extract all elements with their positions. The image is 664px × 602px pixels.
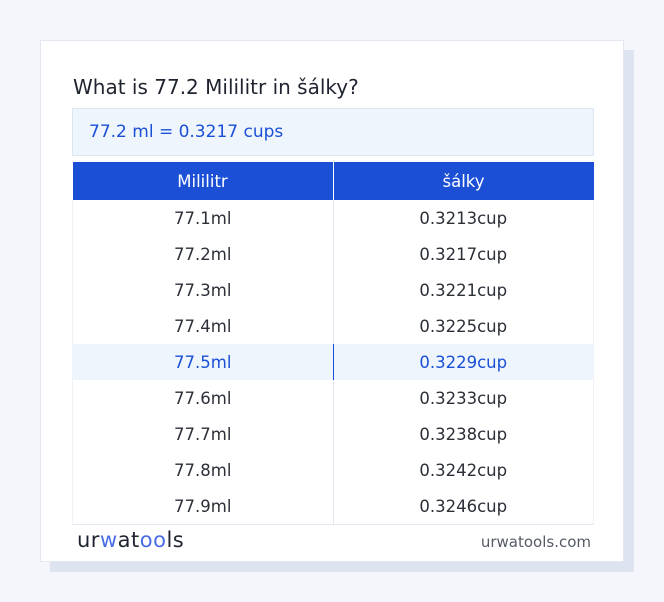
table-cell: 0.3225cup: [419, 316, 508, 336]
conversion-table: Mililitr šálky 77.1ml 0.3213cup 77.2ml 0.32…: [72, 162, 594, 525]
column-header: šálky: [333, 162, 594, 200]
table-cell: 0.3242cup: [419, 460, 508, 480]
table-cell: 0.3217cup: [419, 244, 508, 264]
table-cell: 77.5ml: [72, 344, 334, 380]
table-row: 77.6ml 0.3233cup: [72, 380, 594, 416]
urwatools-logo[interactable]: urwatools: [77, 528, 185, 552]
table-cell: 0.3246cup: [419, 496, 508, 516]
site-link[interactable]: urwatools.com: [480, 533, 591, 551]
table-cell: 0.3233cup: [419, 388, 508, 408]
table-row: 77.7ml 0.3238cup: [72, 416, 594, 452]
table-cell: 77.6ml: [72, 380, 334, 416]
converter-card: What is 77.2 Mililitr in šálky? 77.2 ml …: [40, 40, 624, 562]
table-cell: 77.4ml: [72, 308, 334, 344]
table-cell: 0.3221cup: [419, 280, 508, 300]
table-row: 77.9ml 0.3246cup: [72, 488, 594, 525]
table-row: 77.1ml 0.3213cup: [72, 200, 594, 236]
table-row: 77.2ml 0.3217cup: [72, 236, 594, 272]
column-header: Mililitr: [72, 162, 334, 200]
table-row: 77.8ml 0.3242cup: [72, 452, 594, 488]
table-cell: 77.9ml: [72, 488, 334, 525]
table-cell: 77.2ml: [72, 236, 334, 272]
table-row: 77.5ml 0.3229cup: [72, 344, 594, 380]
result-box: 77.2 ml = 0.3217 cups: [72, 108, 594, 156]
table-row: 77.4ml 0.3225cup: [72, 308, 594, 344]
table-cell: 0.3229cup: [333, 344, 594, 380]
table-cell: 77.8ml: [72, 452, 334, 488]
table-cell: 77.7ml: [72, 416, 334, 452]
table-cell: 77.1ml: [72, 200, 334, 236]
table-cell: 77.3ml: [72, 272, 334, 308]
table-cell: 0.3238cup: [419, 424, 508, 444]
table-row: 77.3ml 0.3221cup: [72, 272, 594, 308]
table-cell: 0.3213cup: [419, 208, 508, 228]
page-title: What is 77.2 Mililitr in šálky?: [73, 75, 359, 99]
